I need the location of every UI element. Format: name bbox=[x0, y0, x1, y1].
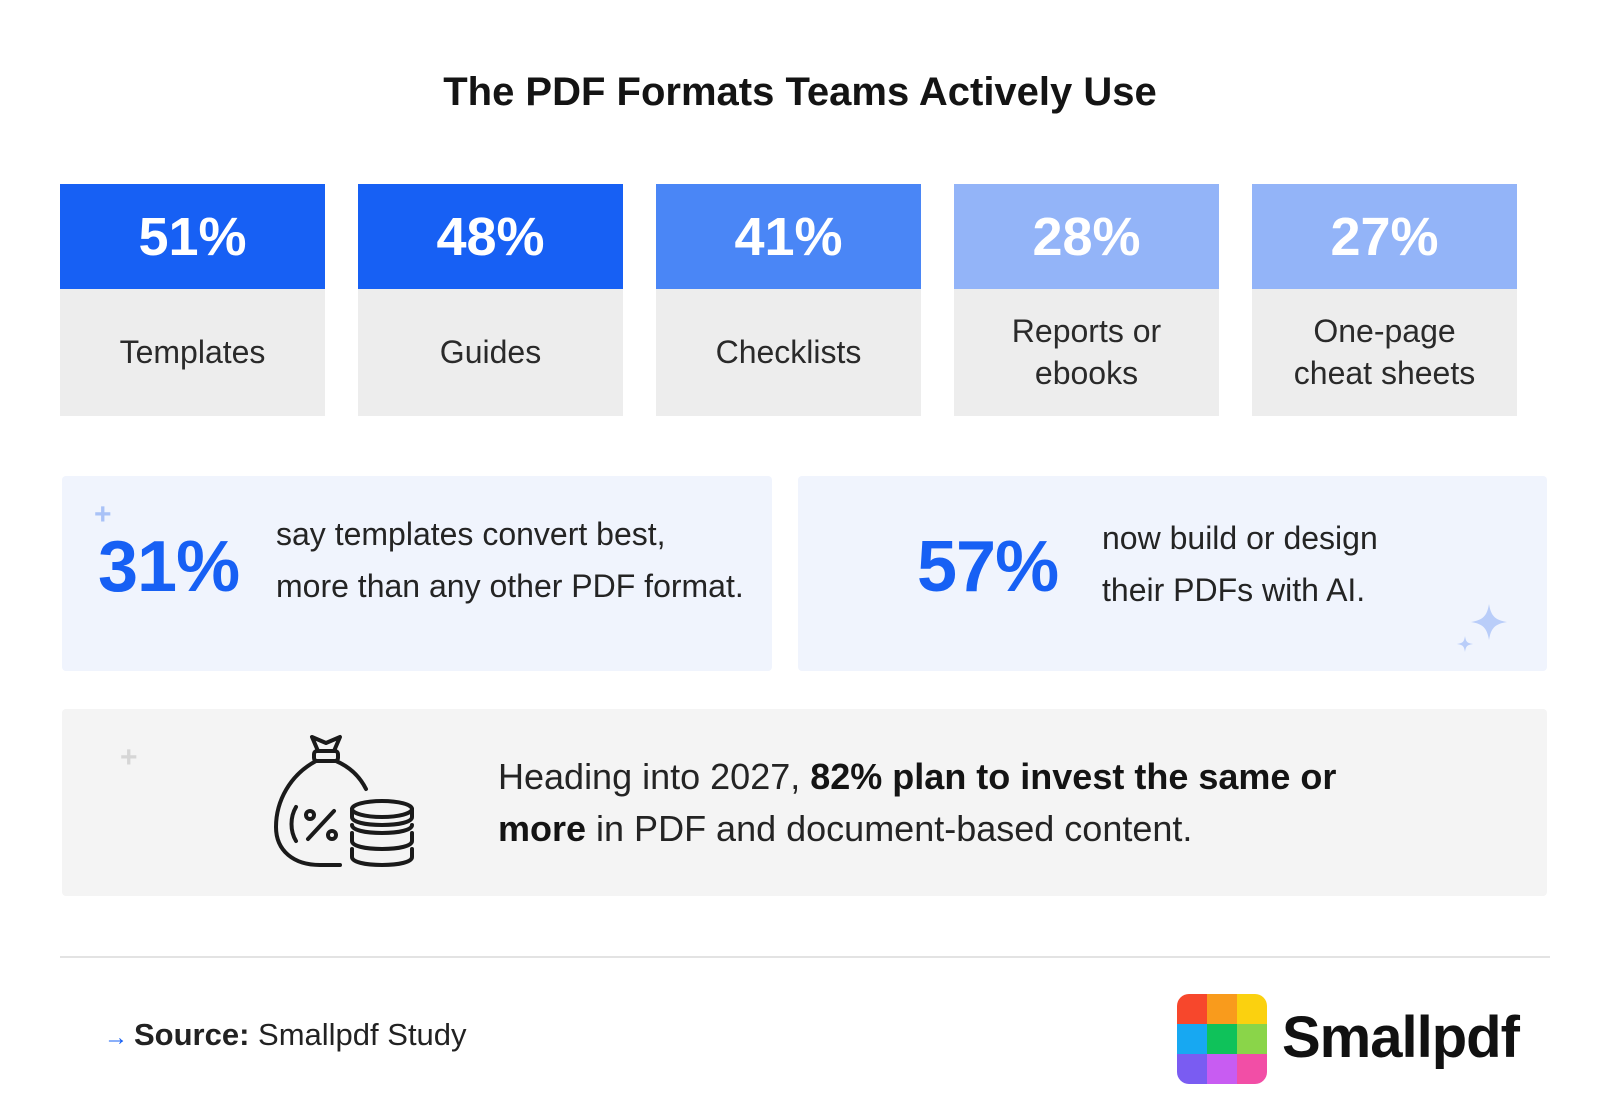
arrow-right-icon: → bbox=[104, 1024, 128, 1051]
logo-tile bbox=[1237, 1024, 1267, 1054]
logo-tile bbox=[1207, 1024, 1237, 1054]
stat-text-line: their PDFs with AI. bbox=[1102, 572, 1366, 608]
logo-tile bbox=[1177, 994, 1207, 1024]
stat-text-line: now build or design bbox=[1102, 520, 1378, 556]
stat-value: 31% bbox=[98, 527, 240, 607]
card-label-line: ebooks bbox=[1034, 354, 1139, 391]
card-label: Guides bbox=[358, 289, 623, 416]
stat-text: say templates convert best, more than an… bbox=[276, 508, 744, 612]
card-label-line: cheat sheets bbox=[1293, 354, 1476, 391]
sparkle-icon bbox=[1457, 604, 1507, 652]
smallpdf-logo-icon bbox=[1177, 994, 1267, 1084]
format-card: 41% Checklists bbox=[656, 184, 921, 416]
stat-box-ai: 57% now build or design their PDFs with … bbox=[798, 476, 1547, 671]
card-label-line: Guides bbox=[439, 333, 542, 370]
plus-icon: + bbox=[94, 498, 112, 531]
card-label: Templates bbox=[60, 289, 325, 416]
card-label-line: One-page bbox=[1313, 312, 1456, 349]
logo-tile bbox=[1177, 1054, 1207, 1084]
card-value: 27% bbox=[1252, 184, 1517, 289]
highlight-box: + Heading into 2027, 82% plan to invest … bbox=[62, 709, 1547, 896]
source-note: → Source: Smallpdf Study bbox=[104, 1017, 467, 1053]
stat-box-templates: + 31% say templates convert best, more t… bbox=[62, 476, 772, 671]
card-label-line: Templates bbox=[119, 333, 266, 370]
card-label: One-page cheat sheets bbox=[1252, 289, 1517, 416]
card-value: 48% bbox=[358, 184, 623, 289]
logo-tile bbox=[1237, 994, 1267, 1024]
logo-tile bbox=[1237, 1054, 1267, 1084]
chart-title: The PDF Formats Teams Actively Use bbox=[443, 70, 1157, 114]
format-card: 28% Reports or ebooks bbox=[954, 184, 1219, 416]
logo-tile bbox=[1177, 1024, 1207, 1054]
card-label: Reports or ebooks bbox=[954, 289, 1219, 416]
stat-value: 57% bbox=[917, 527, 1059, 607]
money-bag-percent-icon bbox=[274, 735, 414, 867]
stat-text-line: more than any other PDF format. bbox=[276, 568, 744, 604]
stat-text-line: say templates convert best, bbox=[276, 516, 666, 552]
card-label-line: Reports or bbox=[1011, 312, 1162, 349]
divider bbox=[60, 956, 1550, 958]
format-card: 51% Templates bbox=[60, 184, 325, 416]
card-value: 41% bbox=[656, 184, 921, 289]
brand-name: Smallpdf bbox=[1282, 1005, 1520, 1070]
source-label: Source: bbox=[134, 1017, 250, 1052]
card-label-line: Checklists bbox=[715, 333, 862, 370]
format-card: 48% Guides bbox=[358, 184, 623, 416]
format-card: 27% One-page cheat sheets bbox=[1252, 184, 1517, 416]
logo-tile bbox=[1207, 1054, 1237, 1084]
source-value: Smallpdf Study bbox=[258, 1017, 467, 1052]
plus-icon: + bbox=[120, 741, 138, 774]
card-label: Checklists bbox=[656, 289, 921, 416]
card-value: 51% bbox=[60, 184, 325, 289]
logo-tile bbox=[1207, 994, 1237, 1024]
format-cards: 51% Templates 48% Guides 41% Checklists 28% Rep… bbox=[60, 184, 1550, 416]
stat-text: now build or design their PDFs with AI. bbox=[1102, 512, 1378, 616]
highlight-text: Heading into 2027, 82% plan to invest th… bbox=[498, 756, 1337, 849]
card-value: 28% bbox=[954, 184, 1219, 289]
